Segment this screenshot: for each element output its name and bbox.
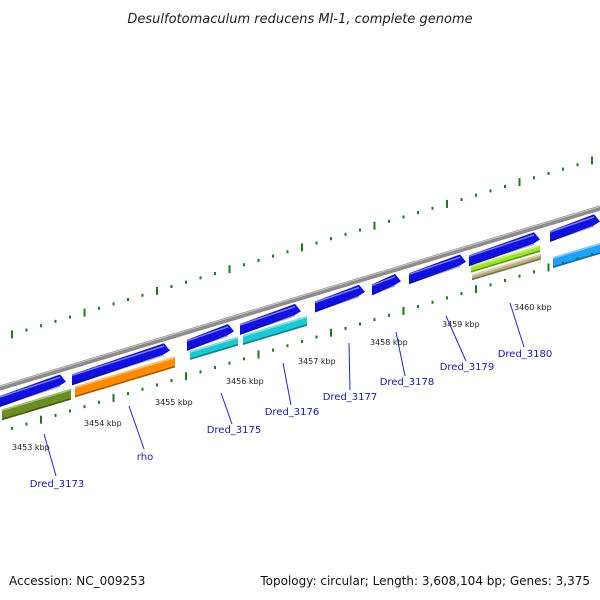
lime-band-shade: [470, 250, 541, 273]
cds-8-shade: [468, 243, 535, 267]
khaki-band-body: [472, 253, 541, 281]
label-leader-line: [445, 315, 467, 362]
cds-9-shade: [549, 225, 595, 242]
khaki-band: [471, 253, 542, 281]
scale-label: 3459 kbp: [442, 320, 480, 329]
cds-5-body: [315, 284, 365, 313]
gene-label: Dred_3179: [440, 362, 495, 373]
cds-1-shine: [0, 376, 61, 398]
label-leader-line: [282, 362, 292, 406]
cds-8-shine: [468, 234, 535, 258]
cds-4-shine: [239, 305, 296, 326]
cds-1-shade: [0, 385, 61, 407]
cds-3-body: [187, 324, 234, 351]
cds-5: [314, 284, 365, 313]
backbone-highlight: [0, 205, 600, 388]
sky-band-body: [553, 243, 600, 269]
cds-6-shade: [371, 284, 396, 296]
orange-band: [74, 356, 176, 398]
orange-band-body: [75, 356, 175, 398]
sky-band-shine: [552, 243, 600, 259]
cyan-band-2-shade: [242, 324, 308, 345]
gene-labels: Dred_3173rhoDred_3175Dred_3176Dred_3177D…: [30, 302, 553, 490]
gene-label: rho: [137, 452, 153, 463]
feature-track: [0, 214, 600, 421]
label-leader-line: [509, 302, 525, 348]
olive-band-shine: [1, 388, 72, 412]
cyan-band-2-body: [243, 315, 307, 346]
cds-2-shine: [71, 345, 165, 377]
scale-label: 3454 kbp: [84, 419, 122, 428]
cds-7-shine: [408, 256, 461, 276]
gene-label: Dred_3180: [498, 349, 553, 360]
cds-4: [239, 303, 301, 335]
cyan-band-1-shine: [189, 336, 239, 353]
outer-tick-marks: [11, 156, 593, 339]
cds-9-body: [550, 214, 600, 242]
gene-label: Dred_3178: [380, 377, 435, 388]
gene-label: Dred_3173: [30, 479, 85, 490]
scale-label: 3456 kbp: [226, 377, 264, 386]
khaki-band-shine: [471, 253, 542, 277]
cds-1-body: [0, 374, 66, 407]
lime-band-body: [471, 245, 540, 273]
map-title: Desulfotomaculum reducens MI-1, complete…: [127, 12, 472, 27]
gene-label: Dred_3176: [265, 407, 320, 418]
cds-2-body: [72, 343, 170, 386]
genome-backbone: [0, 205, 600, 391]
genome-summary-text: Topology: circular; Length: 3,608,104 bp…: [260, 574, 590, 588]
cds-2: [71, 343, 170, 386]
cds-4-shade: [239, 314, 296, 335]
backbone-line: [0, 205, 600, 391]
scale-label: 3457 kbp: [298, 357, 336, 366]
cds-3-shine: [186, 326, 229, 342]
cyan-band-1: [189, 336, 239, 360]
cds-5-shade: [314, 295, 360, 313]
gene-label: Dred_3175: [207, 425, 262, 436]
cds-5-shine: [314, 286, 360, 304]
lime-band-shine: [470, 245, 541, 268]
lime-band: [470, 245, 541, 273]
cyan-band-1-body: [190, 336, 238, 360]
cds-9-shine: [549, 216, 595, 233]
orange-band-shade: [74, 365, 176, 398]
cds-3: [186, 324, 234, 351]
label-leader-line: [220, 392, 233, 425]
cds-8: [468, 232, 540, 267]
cds-7-shade: [408, 265, 461, 285]
olive-band: [1, 388, 72, 421]
scale-labels: 3453 kbp 3454 kbp 3455 kbp 3456 kbp 3457 kbp…: [12, 303, 552, 452]
cds-3-shade: [186, 335, 229, 351]
cds-2-shade: [71, 354, 165, 386]
cds-7: [408, 254, 466, 285]
label-leader-line: [348, 342, 351, 391]
gene-label: Dred_3177: [323, 392, 378, 403]
label-leader-line: [128, 405, 145, 450]
cds-9: [549, 214, 600, 242]
cds-8-body: [469, 232, 540, 267]
scale-label: 3460 kbp: [514, 303, 552, 312]
olive-band-shade: [1, 397, 72, 421]
label-leader-line: [43, 433, 57, 477]
cds-4-body: [240, 303, 301, 335]
olive-band-body: [2, 388, 71, 421]
cds-1: [0, 374, 66, 407]
cyan-band-1-shade: [189, 343, 239, 360]
cyan-band-2-shine: [242, 316, 308, 337]
cds-6-shine: [371, 275, 396, 287]
inner-tick-marks: [11, 252, 593, 430]
scale-label: 3458 kbp: [370, 338, 408, 347]
accession-text: Accession: NC_009253: [9, 574, 146, 588]
label-leader-line: [395, 331, 406, 377]
cds-6-body: [372, 273, 401, 296]
cds-6: [371, 273, 401, 296]
khaki-band-shade: [471, 257, 542, 281]
scale-label: 3453 kbp: [12, 443, 50, 452]
scale-label: 3455 kbp: [155, 398, 193, 407]
cyan-band-2: [242, 315, 308, 346]
orange-band-shine: [74, 356, 176, 389]
cds-7-body: [409, 254, 466, 285]
